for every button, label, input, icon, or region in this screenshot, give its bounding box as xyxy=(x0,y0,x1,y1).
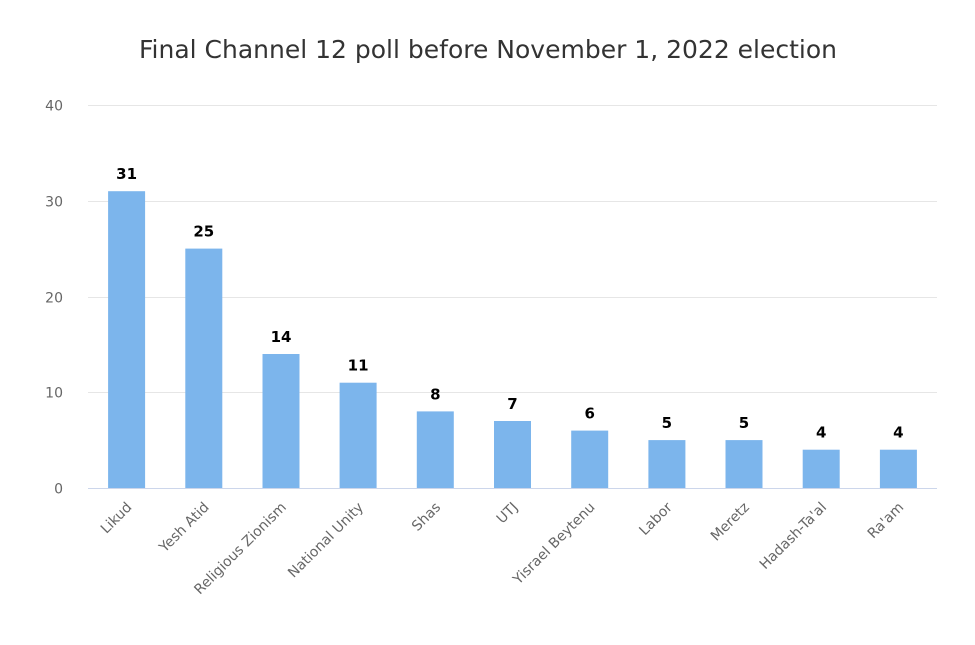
x-tick-label: Yesh Atid xyxy=(156,500,213,557)
y-tick-label: 40 xyxy=(45,99,63,115)
data-label: 11 xyxy=(348,357,369,375)
y-tick-label: 20 xyxy=(45,291,63,307)
data-label: 6 xyxy=(584,405,594,423)
data-label: 14 xyxy=(271,328,292,346)
y-tick-label: 0 xyxy=(54,482,63,498)
data-label: 31 xyxy=(116,165,137,183)
data-label: 7 xyxy=(507,395,517,413)
y-axis: 0 10 20 30 40 xyxy=(45,99,63,498)
x-tick-label: Likud xyxy=(98,500,136,538)
x-tick-label: Ra'am xyxy=(865,500,907,542)
chart-title: Final Channel 12 poll before November 1,… xyxy=(139,35,837,64)
bar xyxy=(262,354,300,488)
bar xyxy=(879,449,917,488)
y-tick-label: 10 xyxy=(45,386,63,402)
bar xyxy=(648,440,686,488)
bar xyxy=(802,449,840,488)
data-labels: 31 25 14 11 8 7 6 5 5 4 4 xyxy=(116,165,903,442)
data-label: 5 xyxy=(662,414,672,432)
data-label: 8 xyxy=(430,385,440,403)
bar xyxy=(725,440,763,488)
bars xyxy=(108,191,917,488)
grid-layer xyxy=(88,105,937,489)
x-tick-label: UTJ xyxy=(494,500,522,528)
x-tick-label: Yisrael Beytenu xyxy=(510,500,599,589)
x-tick-label: Meretz xyxy=(708,500,753,545)
bar xyxy=(339,382,377,488)
data-label: 4 xyxy=(893,424,903,442)
bar xyxy=(108,191,146,488)
x-tick-label: Hadash-Ta'al xyxy=(757,500,830,573)
bar xyxy=(494,421,531,488)
x-tick-label: National Unity xyxy=(285,500,367,582)
data-label: 5 xyxy=(739,414,749,432)
x-tick-label: Shas xyxy=(409,500,444,535)
y-tick-label: 30 xyxy=(45,195,63,211)
x-tick-label: Labor xyxy=(636,499,675,538)
data-label: 25 xyxy=(193,223,214,241)
bar xyxy=(416,411,454,488)
bar xyxy=(185,248,223,488)
data-label: 4 xyxy=(816,424,826,442)
bar xyxy=(571,430,609,488)
